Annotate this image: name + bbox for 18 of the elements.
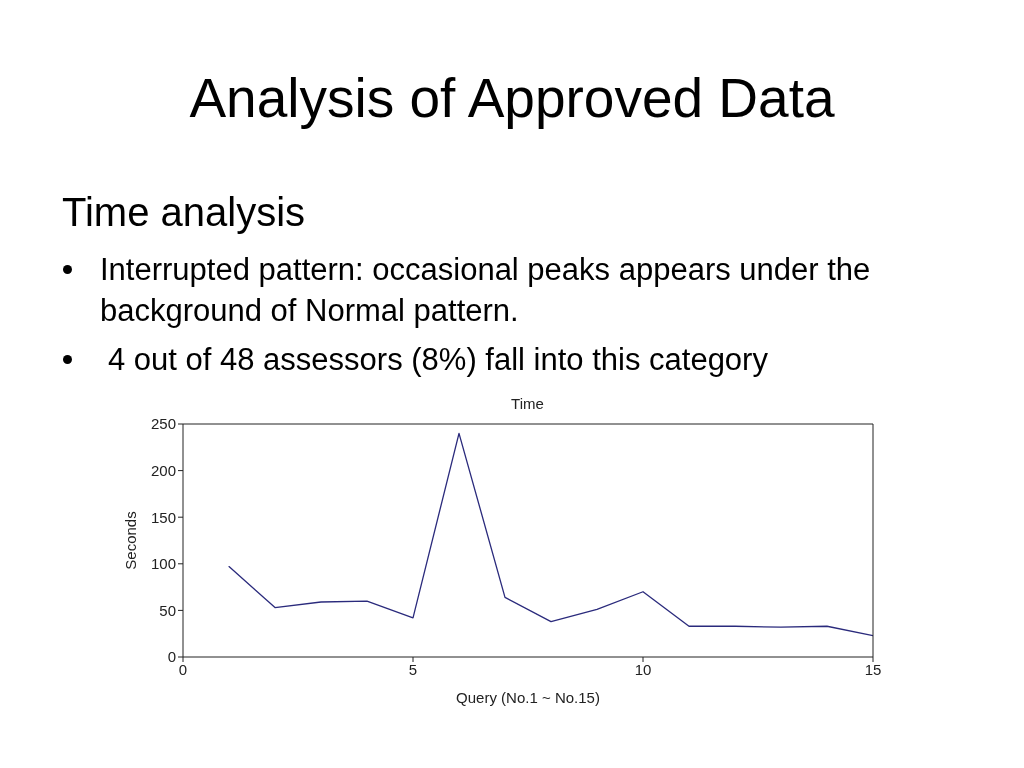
x-tick-label: 15 (864, 660, 882, 678)
y-tick-label: 0 (167, 648, 176, 666)
text: Time (511, 395, 544, 412)
y-tick-label: 100 (150, 555, 176, 573)
x-tick-label: 0 (178, 660, 188, 678)
y-tick-label: 150 (150, 508, 176, 526)
x-axis-title: Query (No.1 ~ No.15) (456, 688, 600, 706)
chart-title: Analysis of Approved Data (189, 67, 835, 129)
x-tick-label: 10 (634, 660, 652, 678)
y-tick-label: 200 (150, 461, 176, 479)
line-series (228, 432, 873, 637)
text: Interrupted pattern: occasional peaks appears under the background of Normal pattern. (100, 252, 871, 328)
text: 4 out of 48 assessors (8%) fall into this category (108, 342, 768, 377)
chart-subtitle: Time analysis (62, 190, 306, 234)
y-axis-title: Seconds (121, 511, 139, 570)
y-tick-label: 50 (159, 601, 176, 619)
y-tick-label: 250 (150, 415, 176, 433)
x-tick-label: 5 (408, 660, 418, 678)
